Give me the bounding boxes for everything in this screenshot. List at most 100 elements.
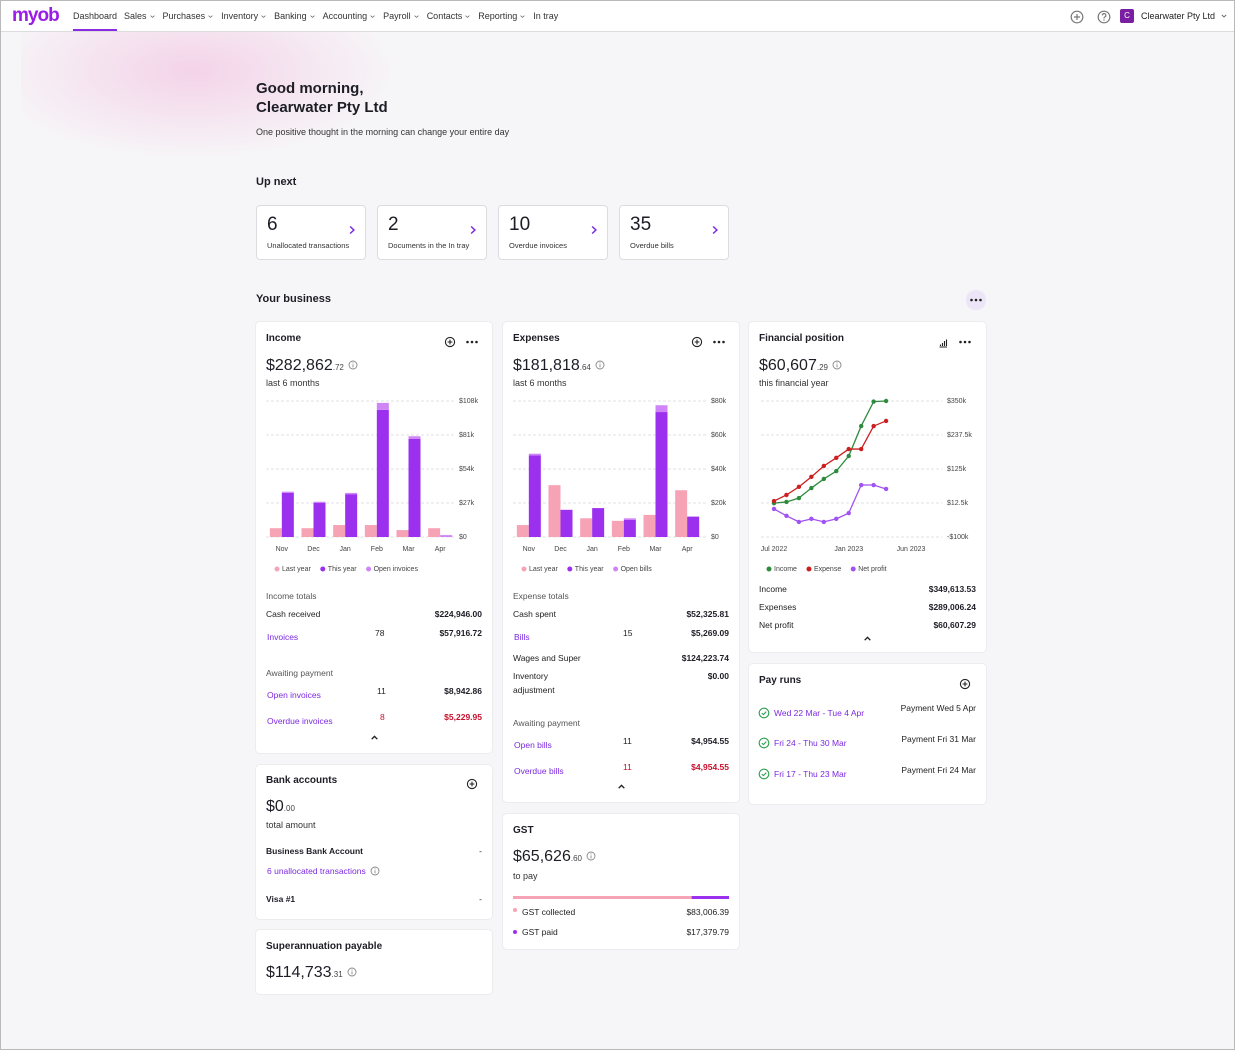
pay-run-link[interactable]: Fri 17 - Thu 23 Mar bbox=[774, 769, 847, 779]
label: Unallocated transactions bbox=[267, 241, 350, 250]
info-icon[interactable] bbox=[370, 866, 380, 876]
row-value: $52,325.81 bbox=[686, 609, 729, 619]
background-glow bbox=[21, 11, 401, 161]
nav-label: Reporting bbox=[478, 11, 518, 21]
y-tick-label: $27k bbox=[459, 500, 475, 507]
point bbox=[858, 423, 864, 429]
nav-item[interactable]: Sales bbox=[124, 1, 156, 31]
collapse-button[interactable] bbox=[370, 733, 379, 742]
section-title: Your business bbox=[256, 293, 331, 305]
point bbox=[883, 418, 889, 424]
bar bbox=[655, 412, 668, 537]
nav-item[interactable]: Inventory bbox=[221, 1, 267, 31]
up-next-card[interactable]: 35 Overdue bills bbox=[619, 205, 729, 260]
row-link[interactable]: Invoices bbox=[267, 632, 299, 642]
point bbox=[871, 423, 876, 429]
nav-item[interactable]: Dashboard bbox=[73, 1, 118, 31]
y-tick-label: $60k bbox=[711, 432, 727, 439]
chevron bbox=[347, 225, 357, 235]
chevron bbox=[207, 13, 214, 20]
greeting-name: Clearwater Pty Ltd bbox=[256, 99, 388, 116]
bar bbox=[281, 492, 294, 537]
count: 35 bbox=[630, 214, 652, 235]
greeting-message: One positive thought in the morning can … bbox=[256, 127, 510, 137]
chevron bbox=[413, 13, 420, 20]
add-button[interactable] bbox=[959, 678, 971, 690]
point bbox=[796, 495, 802, 501]
pay-run-link[interactable]: Wed 22 Mar - Tue 4 Apr bbox=[774, 708, 865, 718]
nav-item[interactable]: Purchases bbox=[163, 1, 215, 31]
nav-item[interactable]: In tray bbox=[533, 1, 558, 31]
y-tick-label: $54k bbox=[459, 466, 475, 473]
greeting: Good morning, bbox=[256, 80, 364, 97]
x-tick-label: Jan 2023 bbox=[834, 546, 863, 553]
x-tick-label: Dec bbox=[554, 546, 567, 553]
point bbox=[796, 484, 802, 490]
add-button[interactable] bbox=[466, 778, 478, 790]
amount-group: $65,626.60 bbox=[513, 849, 596, 865]
legend-dot bbox=[513, 908, 517, 912]
nav-label: Inventory bbox=[221, 11, 259, 21]
chevron-shape bbox=[414, 15, 418, 17]
info-icon[interactable] bbox=[586, 851, 596, 861]
section-label: Awaiting payment bbox=[266, 668, 333, 678]
amount-group: $282,862.72 bbox=[266, 358, 358, 374]
collapse-button[interactable] bbox=[617, 782, 626, 791]
nav-item[interactable]: Payroll bbox=[383, 1, 420, 31]
amount: $114,733 bbox=[266, 964, 332, 981]
nav-item[interactable]: Banking bbox=[274, 1, 316, 31]
row-link[interactable]: Overdue bills bbox=[514, 766, 564, 776]
row-value: $60,607.29 bbox=[933, 620, 976, 630]
avatar[interactable]: C bbox=[1120, 9, 1134, 23]
row-value: $17,379.79 bbox=[686, 927, 729, 937]
row-link[interactable]: Open invoices bbox=[267, 690, 321, 700]
bar bbox=[643, 514, 656, 537]
row-label: GST collected bbox=[522, 907, 576, 917]
help-button[interactable] bbox=[1097, 10, 1111, 24]
y-tick-label: $125k bbox=[947, 466, 967, 473]
row-label: Wages and Super bbox=[513, 653, 581, 663]
up-next-card[interactable]: 10 Overdue invoices bbox=[498, 205, 608, 260]
cents: .31 bbox=[331, 970, 343, 979]
nav-item[interactable]: Accounting bbox=[323, 1, 377, 31]
payment-date: Payment Wed 5 Apr bbox=[900, 703, 976, 713]
legend-label: Last year bbox=[529, 566, 558, 573]
chevron bbox=[309, 13, 316, 20]
pay-run-link[interactable]: Fri 24 - Thu 30 Mar bbox=[774, 738, 847, 748]
add-button[interactable] bbox=[1070, 10, 1084, 24]
row-value: $57,916.72 bbox=[439, 628, 482, 638]
collapse-button[interactable] bbox=[863, 634, 872, 643]
chevron bbox=[369, 13, 376, 20]
point bbox=[858, 446, 864, 452]
logo[interactable]: myob bbox=[12, 5, 60, 26]
point bbox=[809, 474, 814, 480]
legend-swatch bbox=[320, 566, 326, 572]
row-link[interactable]: Overdue invoices bbox=[267, 716, 333, 726]
count: 10 bbox=[509, 214, 531, 235]
company-switcher[interactable]: Clearwater Pty Ltd bbox=[1141, 11, 1216, 21]
nav-item[interactable]: Contacts bbox=[427, 1, 472, 31]
row-link[interactable]: Bills bbox=[514, 632, 530, 642]
nav-item[interactable]: Reporting bbox=[478, 1, 526, 31]
x-tick-label: Feb bbox=[618, 546, 630, 553]
bar bbox=[345, 492, 358, 495]
y-tick-label: $20k bbox=[711, 500, 727, 507]
note-link[interactable]: 6 unallocated transactions bbox=[267, 865, 366, 876]
bar bbox=[611, 520, 624, 537]
point bbox=[846, 453, 851, 459]
row-link[interactable]: Open bills bbox=[514, 740, 552, 750]
legend-label: Expense bbox=[814, 566, 841, 573]
up-next-card[interactable]: 6 Unallocated transactions bbox=[256, 205, 366, 260]
info-icon[interactable] bbox=[347, 967, 357, 977]
chevron-shape bbox=[209, 15, 213, 17]
card-title: Superannuation payable bbox=[266, 941, 383, 952]
row-count: 11 bbox=[623, 762, 632, 772]
more-button[interactable] bbox=[966, 290, 986, 310]
legend-dot bbox=[513, 930, 517, 934]
amount: $65,626 bbox=[513, 848, 571, 865]
up-next-card[interactable]: 2 Documents in the In tray bbox=[377, 205, 487, 260]
row-label: Expenses bbox=[759, 602, 797, 612]
legend-swatch bbox=[567, 566, 573, 572]
chevron-shape bbox=[150, 15, 154, 17]
